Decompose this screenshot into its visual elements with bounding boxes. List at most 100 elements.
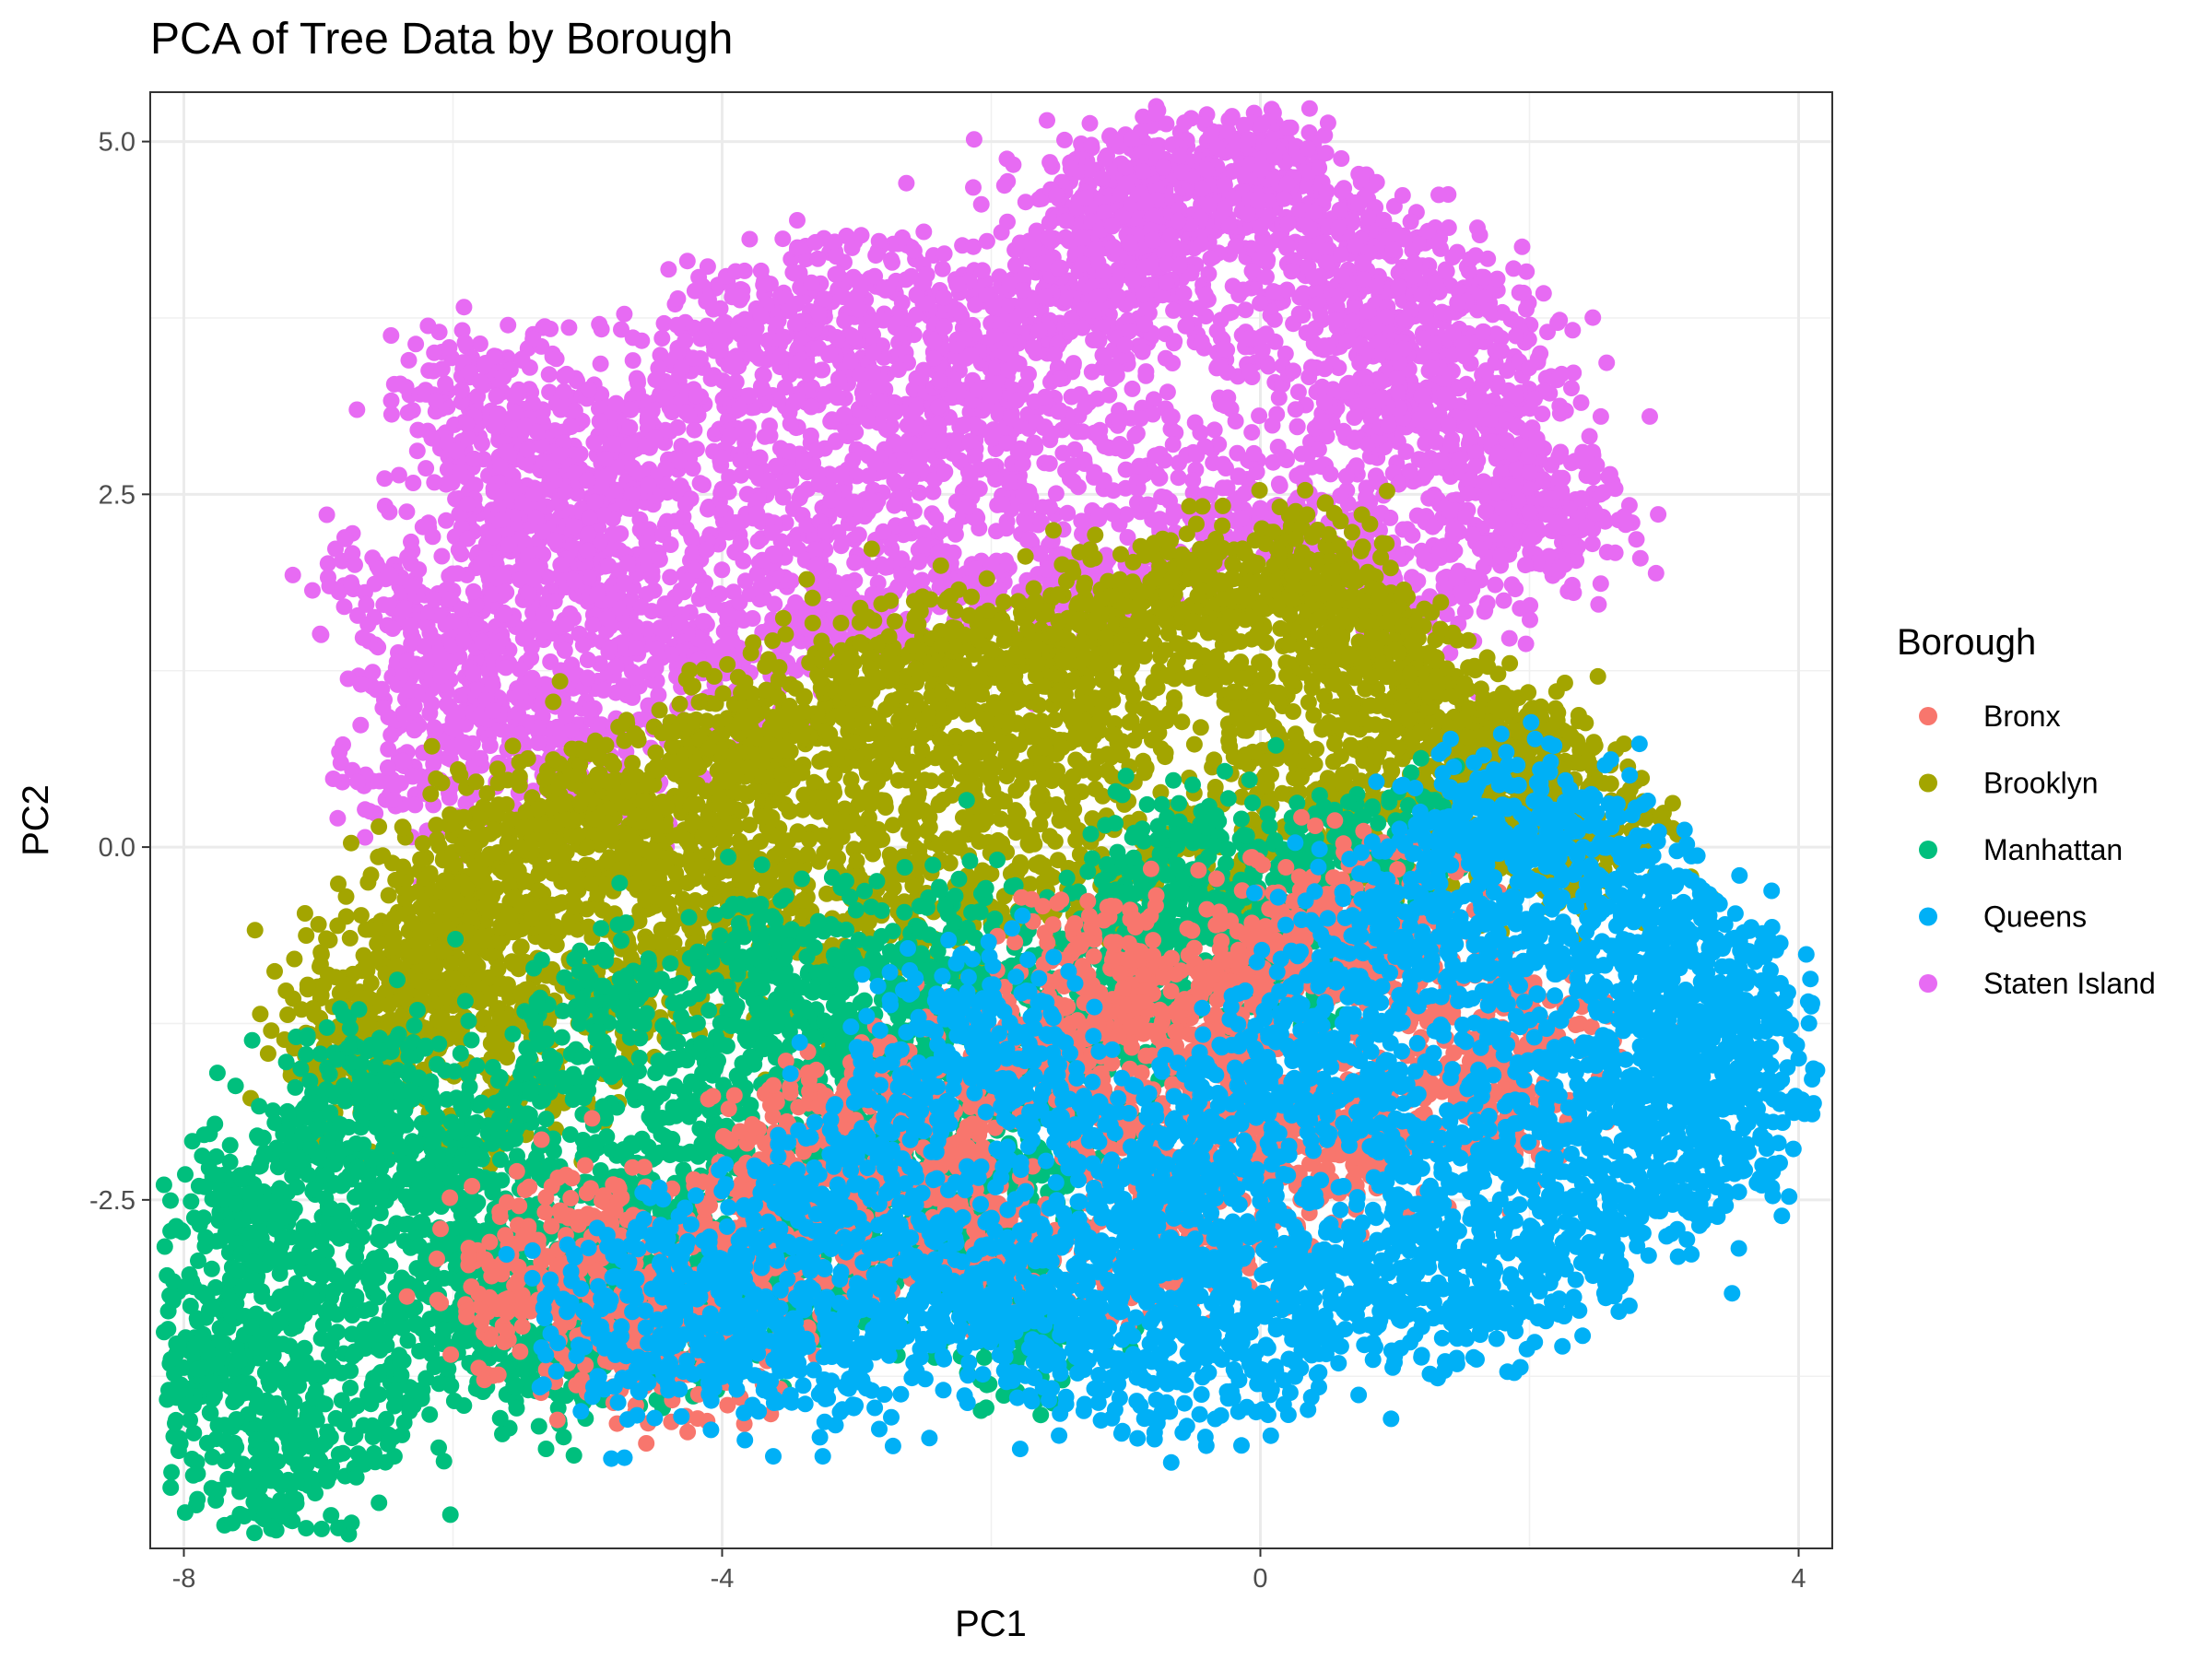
scatter-point (497, 659, 514, 677)
scatter-point (1006, 241, 1024, 259)
scatter-point (666, 512, 684, 530)
scatter-point (331, 743, 348, 760)
scatter-point (752, 306, 770, 324)
scatter-point (1404, 526, 1421, 544)
scatter-point (1041, 154, 1059, 171)
scatter-point (628, 640, 645, 657)
scatter-point (1017, 194, 1034, 211)
scatter-point (669, 290, 687, 307)
scatter-point (1300, 100, 1318, 117)
scatter-point (581, 701, 598, 719)
scatter-point (446, 528, 464, 546)
scatter-point (562, 722, 580, 739)
scatter-point (994, 496, 1011, 513)
scatter-point (1311, 159, 1328, 176)
scatter-point (358, 595, 375, 613)
scatter-point (1020, 531, 1038, 548)
scatter-point (613, 321, 629, 338)
scatter-point (935, 318, 953, 335)
scatter-point (1354, 254, 1371, 272)
scatter-point (1188, 446, 1206, 464)
scatter-point (1166, 333, 1183, 350)
scatter-point (591, 413, 608, 430)
scatter-point (712, 335, 729, 352)
scatter-point (1050, 403, 1067, 420)
scatter-point (829, 389, 846, 406)
scatter-point (1308, 296, 1325, 313)
scatter-point (660, 261, 677, 278)
scatter-point (399, 404, 417, 421)
scatter-point (1041, 454, 1058, 472)
scatter-point (1469, 219, 1486, 237)
scatter-point (813, 574, 830, 592)
scatter-point (1350, 194, 1368, 212)
scatter-point (1015, 488, 1032, 505)
scatter-point (789, 212, 806, 229)
scatter-point (1215, 455, 1231, 473)
scatter-point (1432, 453, 1450, 470)
scatter-point (1322, 465, 1339, 483)
scatter-point (1024, 241, 1041, 258)
scatter-point (651, 551, 668, 569)
scatter-point (624, 352, 641, 370)
scatter-point (648, 640, 665, 657)
scatter-point (1063, 388, 1080, 406)
scatter-point (532, 437, 549, 454)
scatter-point (894, 325, 912, 343)
scatter-point (1289, 383, 1307, 401)
scatter-point (726, 352, 744, 370)
scatter-point (1259, 251, 1277, 268)
scatter-point (558, 365, 575, 382)
scatter-point (619, 554, 637, 571)
scatter-point (542, 460, 559, 477)
scatter-point (1332, 487, 1349, 504)
scatter-point (616, 305, 633, 323)
scatter-point (585, 434, 603, 452)
scatter-point (948, 276, 966, 293)
scatter-point (493, 511, 511, 528)
scatter-point (507, 404, 524, 421)
scatter-point (1062, 324, 1079, 340)
scatter-point (565, 518, 582, 535)
scatter-point (1384, 241, 1402, 259)
scatter-point (488, 387, 505, 405)
scatter-point (1505, 260, 1523, 277)
scatter-point (1052, 371, 1068, 388)
scatter-point (418, 460, 435, 477)
scatter-point (1276, 190, 1293, 207)
scatter-point (662, 536, 679, 553)
scatter-point (1031, 545, 1049, 562)
scatter-point (1040, 229, 1057, 247)
scatter-point (784, 264, 802, 281)
scatter-point (336, 530, 354, 547)
scatter-point (621, 436, 639, 453)
scatter-point (1283, 263, 1300, 280)
scatter-point (1153, 488, 1171, 505)
scatter-point (1458, 419, 1476, 437)
scatter-point (465, 450, 483, 467)
scatter-point (628, 618, 645, 636)
scatter-point (1271, 477, 1288, 494)
scatter-point (688, 387, 705, 405)
scatter-point (1235, 116, 1253, 134)
scatter-point (401, 618, 418, 635)
scatter-point (1487, 576, 1504, 594)
scatter-point (1074, 423, 1091, 441)
scatter-point (1444, 249, 1462, 265)
scatter-point (562, 418, 580, 436)
scatter-point (893, 294, 911, 312)
scatter-point (1563, 380, 1580, 397)
scatter-point (1551, 469, 1568, 487)
scatter-point (1459, 485, 1477, 502)
scatter-point (662, 569, 679, 586)
scatter-point (1457, 508, 1475, 525)
scatter-point (498, 583, 515, 601)
scatter-point (803, 274, 820, 291)
scatter-point (826, 600, 843, 618)
scatter-point (321, 577, 338, 594)
scatter-point (380, 709, 397, 725)
scatter-point (1507, 327, 1524, 345)
scatter-point (616, 574, 633, 592)
scatter-point (844, 452, 862, 469)
scatter-point (1441, 502, 1459, 520)
